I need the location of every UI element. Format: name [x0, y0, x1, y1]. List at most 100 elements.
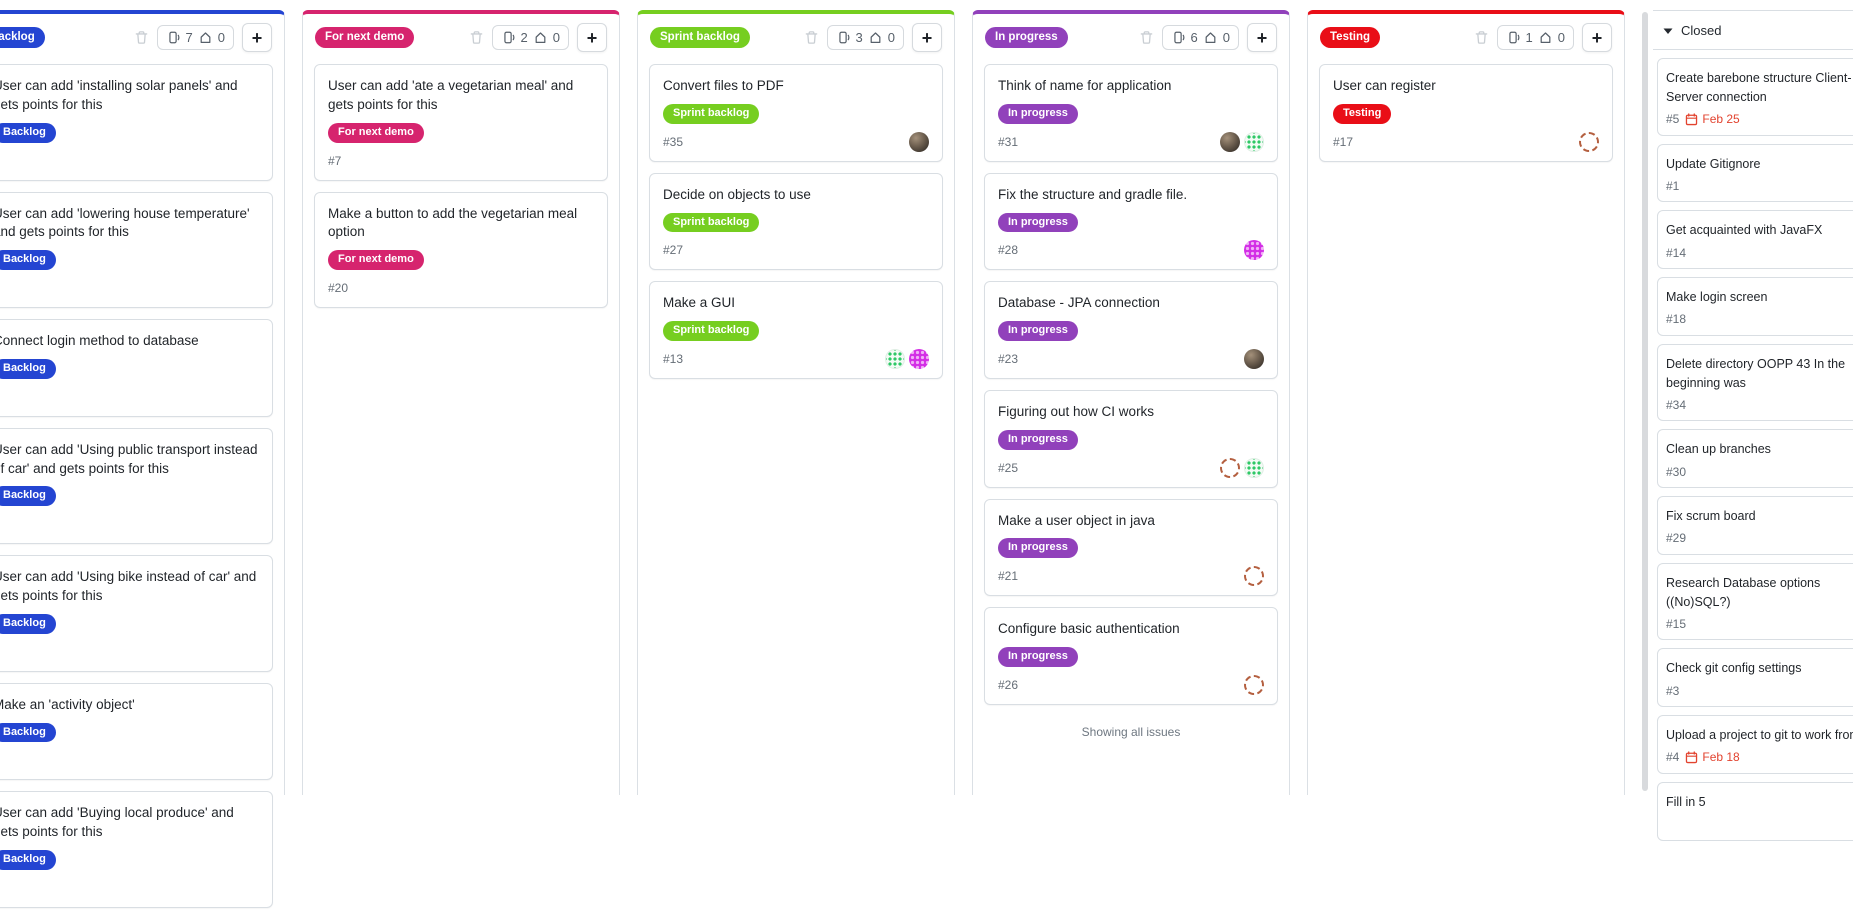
- issue-card[interactable]: User can add 'Using bike instead of car'…: [0, 555, 273, 672]
- milestone-icon: [868, 30, 883, 45]
- card-count-icon: [1171, 30, 1186, 45]
- issue-card-title: Decide on objects to use: [663, 186, 811, 202]
- card-count-value: 1: [1525, 30, 1533, 45]
- issue-card[interactable]: Database - JPA connection In progress #23: [984, 281, 1278, 379]
- closed-issue-card[interactable]: Make login screen #18: [1657, 277, 1853, 336]
- issue-card-meta: #5 Feb 25: [1666, 112, 1853, 127]
- closed-issue-card[interactable]: Create barebone structure Client-Server …: [1657, 58, 1853, 136]
- issue-card-meta: #4 Feb 18: [1666, 750, 1853, 765]
- assignee-avatars: [1240, 566, 1264, 587]
- trash-icon[interactable]: [1139, 30, 1154, 45]
- column-header: Backlog 7 0 +: [0, 14, 284, 62]
- issue-number: #17: [1333, 134, 1354, 149]
- issue-card-meta: #26: [998, 674, 1264, 695]
- column-header-actions: 3 0 +: [804, 23, 942, 52]
- issue-card[interactable]: Decide on objects to use Sprint backlog #2…: [649, 172, 943, 271]
- issue-card-meta: #29: [1666, 531, 1853, 546]
- closed-section: Closed Create barebone structure Client-S…: [1642, 10, 1853, 841]
- issue-card[interactable]: Configure basic authentication In progres…: [984, 607, 1278, 705]
- issue-card-meta: #18: [1666, 312, 1853, 327]
- issue-card[interactable]: User can add 'installing solar panels' a…: [0, 64, 273, 181]
- closed-column: Closed Create barebone structure Client-S…: [1653, 10, 1853, 841]
- closed-issue-card[interactable]: Delete directory OOPP 43 In the beginnin…: [1657, 343, 1853, 422]
- issue-card-meta: [1666, 817, 1853, 832]
- add-card-button[interactable]: +: [912, 23, 942, 52]
- issue-card[interactable]: User can add 'Buying local produce' and …: [0, 791, 273, 908]
- trash-icon[interactable]: [1474, 30, 1489, 45]
- add-card-button[interactable]: +: [242, 23, 272, 52]
- issue-card[interactable]: Make an 'activity object' Backlog: [0, 682, 273, 781]
- issue-card[interactable]: Make a user object in java In progress #21: [984, 498, 1278, 597]
- issue-card[interactable]: User can register Testing #17: [1319, 64, 1613, 162]
- closed-issue-card[interactable]: Clean up branches #30: [1657, 429, 1853, 488]
- due-date: Feb 18: [1685, 750, 1740, 765]
- assignee-avatars: [1240, 240, 1264, 261]
- issue-card-meta: #1: [1666, 178, 1853, 193]
- issue-card[interactable]: Make a GUI Sprint backlog #13: [649, 281, 943, 379]
- milestone-icon: [198, 30, 213, 45]
- issue-card[interactable]: Fix the structure and gradle file. In pro…: [984, 172, 1278, 271]
- issue-card-meta: #3: [1666, 683, 1853, 698]
- issue-card-title: User can add 'Buying local produce' and …: [0, 805, 234, 840]
- closed-cards-list: Create barebone structure Client-Server …: [1653, 50, 1853, 849]
- board-column-backlog: Backlog 7 0 + User can add 'installing solar…: [0, 10, 285, 908]
- card-count-value: 3: [855, 30, 863, 45]
- issue-card[interactable]: Think of name for application In progress…: [984, 64, 1278, 162]
- add-card-button[interactable]: +: [1247, 23, 1277, 52]
- closed-issue-card[interactable]: Upload a project to git to work from #4 Fe…: [1657, 715, 1853, 774]
- issue-card-meta: #14: [1666, 245, 1853, 260]
- issue-card-title: Make an 'activity object': [0, 696, 135, 712]
- issue-card-meta: [0, 387, 259, 407]
- issue-card-meta: #13: [663, 348, 929, 369]
- trash-icon[interactable]: [134, 30, 149, 45]
- due-date-text: Feb 18: [1702, 750, 1740, 765]
- issue-card[interactable]: User can add 'ate a vegetarian meal' and…: [314, 64, 608, 181]
- trash-icon[interactable]: [469, 30, 484, 45]
- issue-number: #34: [1666, 397, 1687, 412]
- milestone-count-value: 0: [217, 30, 225, 45]
- issue-card[interactable]: User can add 'lowering house temperature…: [0, 191, 273, 309]
- issue-card-meta: [0, 514, 259, 534]
- issue-card[interactable]: User can add 'Using public transport ins…: [0, 427, 273, 545]
- assignee-avatars: [1216, 131, 1264, 152]
- issue-card-title: Fill in 5: [1666, 794, 1706, 809]
- closed-issue-card[interactable]: Research Database options ((No)SQL?) #15: [1657, 562, 1853, 641]
- issue-card-meta: #17: [1333, 131, 1599, 152]
- issue-card[interactable]: Convert files to PDF Sprint backlog #35: [649, 64, 943, 162]
- trash-icon[interactable]: [804, 30, 819, 45]
- issue-card[interactable]: Connect login method to database Backlog: [0, 319, 273, 417]
- issue-card-title: Convert files to PDF: [663, 78, 784, 93]
- avatar: [909, 348, 929, 369]
- add-card-button[interactable]: +: [1582, 23, 1612, 52]
- issue-card-title: Fix the structure and gradle file.: [998, 186, 1188, 202]
- closed-issue-card[interactable]: Fix scrum board #29: [1657, 496, 1853, 555]
- issue-card[interactable]: Make a button to add the vegetarian meal…: [314, 191, 608, 309]
- issue-label-badge: In progress: [998, 321, 1078, 341]
- closed-collapse-toggle[interactable]: Closed: [1653, 10, 1853, 50]
- issue-card[interactable]: Figuring out how CI works In progress #25: [984, 389, 1278, 488]
- milestone-count-value: 0: [887, 30, 895, 45]
- issue-label-badge: For next demo: [328, 250, 424, 271]
- column-name-badge: Backlog: [0, 27, 45, 48]
- card-count-icon: [836, 30, 851, 45]
- issue-label-badge: In progress: [998, 647, 1078, 667]
- column-cards-list: Convert files to PDF Sprint backlog #35 Dec…: [638, 62, 954, 391]
- avatar: [885, 348, 905, 369]
- card-count-value: 7: [185, 30, 193, 45]
- avatar: [1244, 674, 1264, 695]
- add-card-button[interactable]: +: [577, 23, 607, 52]
- issue-number: #4: [1666, 750, 1680, 765]
- board-scrollbar[interactable]: [1642, 12, 1648, 791]
- avatar: [1244, 131, 1264, 152]
- closed-issue-card[interactable]: Check git config settings #3: [1657, 648, 1853, 707]
- issue-number: #21: [998, 569, 1019, 584]
- closed-issue-card[interactable]: Fill in 5: [1657, 781, 1853, 841]
- assignee-avatars: [905, 131, 929, 152]
- showing-all-issues-note: Showing all issues: [1081, 724, 1181, 739]
- issue-card-title: Clean up branches: [1666, 442, 1771, 457]
- closed-issue-card[interactable]: Update Gitignore #1: [1657, 143, 1853, 203]
- issue-number: #7: [328, 153, 342, 168]
- closed-issue-card[interactable]: Get acquainted with JavaFX #14: [1657, 210, 1853, 269]
